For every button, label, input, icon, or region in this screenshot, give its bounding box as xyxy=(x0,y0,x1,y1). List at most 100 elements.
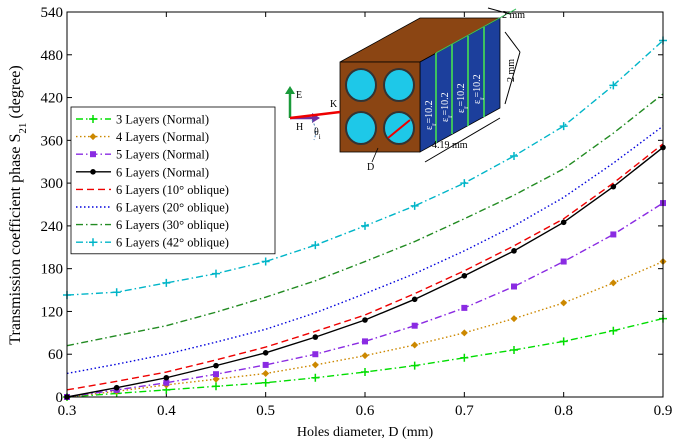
marker xyxy=(311,361,319,369)
plot-frame xyxy=(66,11,664,398)
y-tick-label: 120 xyxy=(41,304,64,320)
legend-label: 6 Layers (30° oblique) xyxy=(116,218,229,232)
dim-line xyxy=(504,51,521,105)
y-tick-label: 360 xyxy=(41,133,64,149)
marker xyxy=(461,304,468,311)
d-label: D xyxy=(367,162,374,173)
series-line xyxy=(66,93,664,347)
marker xyxy=(163,374,170,381)
marker xyxy=(261,257,270,266)
legend-label: 6 Layers (Normal) xyxy=(116,165,209,179)
marker xyxy=(510,152,518,161)
label-sub: r xyxy=(446,115,454,118)
marker xyxy=(311,373,320,382)
label-tail: =10.2 xyxy=(456,83,467,106)
marker xyxy=(163,379,170,386)
marker xyxy=(89,238,97,247)
x-tick-label: 0.9 xyxy=(654,403,673,419)
marker xyxy=(162,278,171,287)
marker xyxy=(510,345,518,354)
marker xyxy=(461,272,468,279)
marker xyxy=(609,279,617,287)
label-base: ε xyxy=(424,126,435,130)
dim-right: 2 mm xyxy=(506,59,517,82)
marker xyxy=(113,384,120,391)
y-axis-label: Transmission coefficient phase S21 (degr… xyxy=(7,65,29,344)
y-tick-label: 60 xyxy=(48,347,63,363)
marker xyxy=(212,375,220,383)
marker xyxy=(261,378,270,387)
dim-depth: 4.19 mm xyxy=(432,140,468,151)
layer-label: εr=10.2 xyxy=(424,100,438,130)
x-tick-label: 0.7 xyxy=(455,403,474,419)
legend-label: 5 Layers (Normal) xyxy=(116,148,209,162)
x-tick-label: 0.3 xyxy=(58,403,77,419)
marker xyxy=(609,81,618,90)
marker xyxy=(112,288,121,297)
marker xyxy=(212,269,220,278)
marker xyxy=(560,299,568,307)
series-line xyxy=(66,143,664,391)
legend-label: 6 Layers (20° oblique) xyxy=(116,201,229,215)
leader xyxy=(371,147,379,163)
inset-diagram: εr=10.2 εr=10.2 εr=10.2 εr=10.2 2 mm 2 m… xyxy=(285,7,525,173)
theta-base: θ xyxy=(314,127,319,138)
marker xyxy=(362,317,368,323)
label-sub: r xyxy=(478,97,486,100)
marker xyxy=(411,341,419,349)
y-label-tail: (degree) xyxy=(7,65,24,122)
legend-label: 4 Layers (Normal) xyxy=(116,130,209,144)
label-sub: r xyxy=(430,123,438,126)
theta-label: θi xyxy=(314,127,321,141)
marker xyxy=(312,334,319,340)
series-line xyxy=(66,125,664,375)
label-tail: =10.2 xyxy=(440,92,451,115)
marker xyxy=(262,349,269,356)
h-label: H xyxy=(296,122,303,133)
layer-edge xyxy=(435,8,517,54)
marker xyxy=(559,122,568,131)
y-tick-label: 300 xyxy=(41,176,64,192)
marker xyxy=(213,371,219,378)
marker xyxy=(511,248,517,254)
marker xyxy=(312,351,319,358)
marker xyxy=(610,231,617,238)
y-label-base: Transmission coefficient phase S xyxy=(7,134,24,345)
y-tick-label: 240 xyxy=(41,219,64,235)
marker xyxy=(90,169,96,175)
marker xyxy=(262,369,270,377)
k-arrow xyxy=(289,110,341,120)
dim-line xyxy=(487,7,511,15)
legend: 3 Layers (Normal) 4 Layers (Normal) 5 Laye… xyxy=(70,106,276,255)
label-tail: =10.2 xyxy=(472,74,483,97)
hole xyxy=(383,68,415,102)
legend-label: 6 Layers (10° oblique) xyxy=(116,183,229,197)
marker xyxy=(410,201,419,210)
diameter-arrow xyxy=(387,119,411,139)
x-tick-label: 0.6 xyxy=(356,403,375,419)
label-base: ε xyxy=(456,109,467,113)
label-tail: =10.2 xyxy=(424,100,435,123)
marker xyxy=(90,151,96,158)
k-label: K xyxy=(330,99,338,110)
marker xyxy=(610,183,617,190)
legend-box xyxy=(70,106,276,255)
label-base: ε xyxy=(440,118,451,122)
e-arrowhead xyxy=(285,86,295,94)
marker xyxy=(212,382,220,391)
y-tick-label: 540 xyxy=(41,5,64,21)
hole xyxy=(345,68,377,102)
marker xyxy=(560,219,567,226)
marker xyxy=(361,368,369,377)
marker xyxy=(262,361,269,368)
marker xyxy=(361,352,369,360)
e-label: E xyxy=(296,90,302,101)
layer-label: εr=10.2 xyxy=(440,92,454,122)
marker xyxy=(411,296,418,303)
label-sub: r xyxy=(462,106,470,109)
marker xyxy=(609,326,618,335)
y-tick-label: 180 xyxy=(41,262,64,278)
legend-label: 3 Layers (Normal) xyxy=(116,113,209,127)
legend-label: 6 Layers (42° oblique) xyxy=(116,236,229,250)
